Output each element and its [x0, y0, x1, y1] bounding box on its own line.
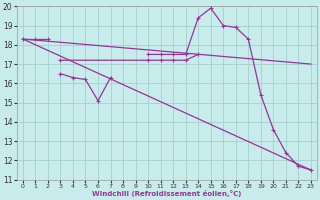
X-axis label: Windchill (Refroidissement éolien,°C): Windchill (Refroidissement éolien,°C) [92, 190, 242, 197]
